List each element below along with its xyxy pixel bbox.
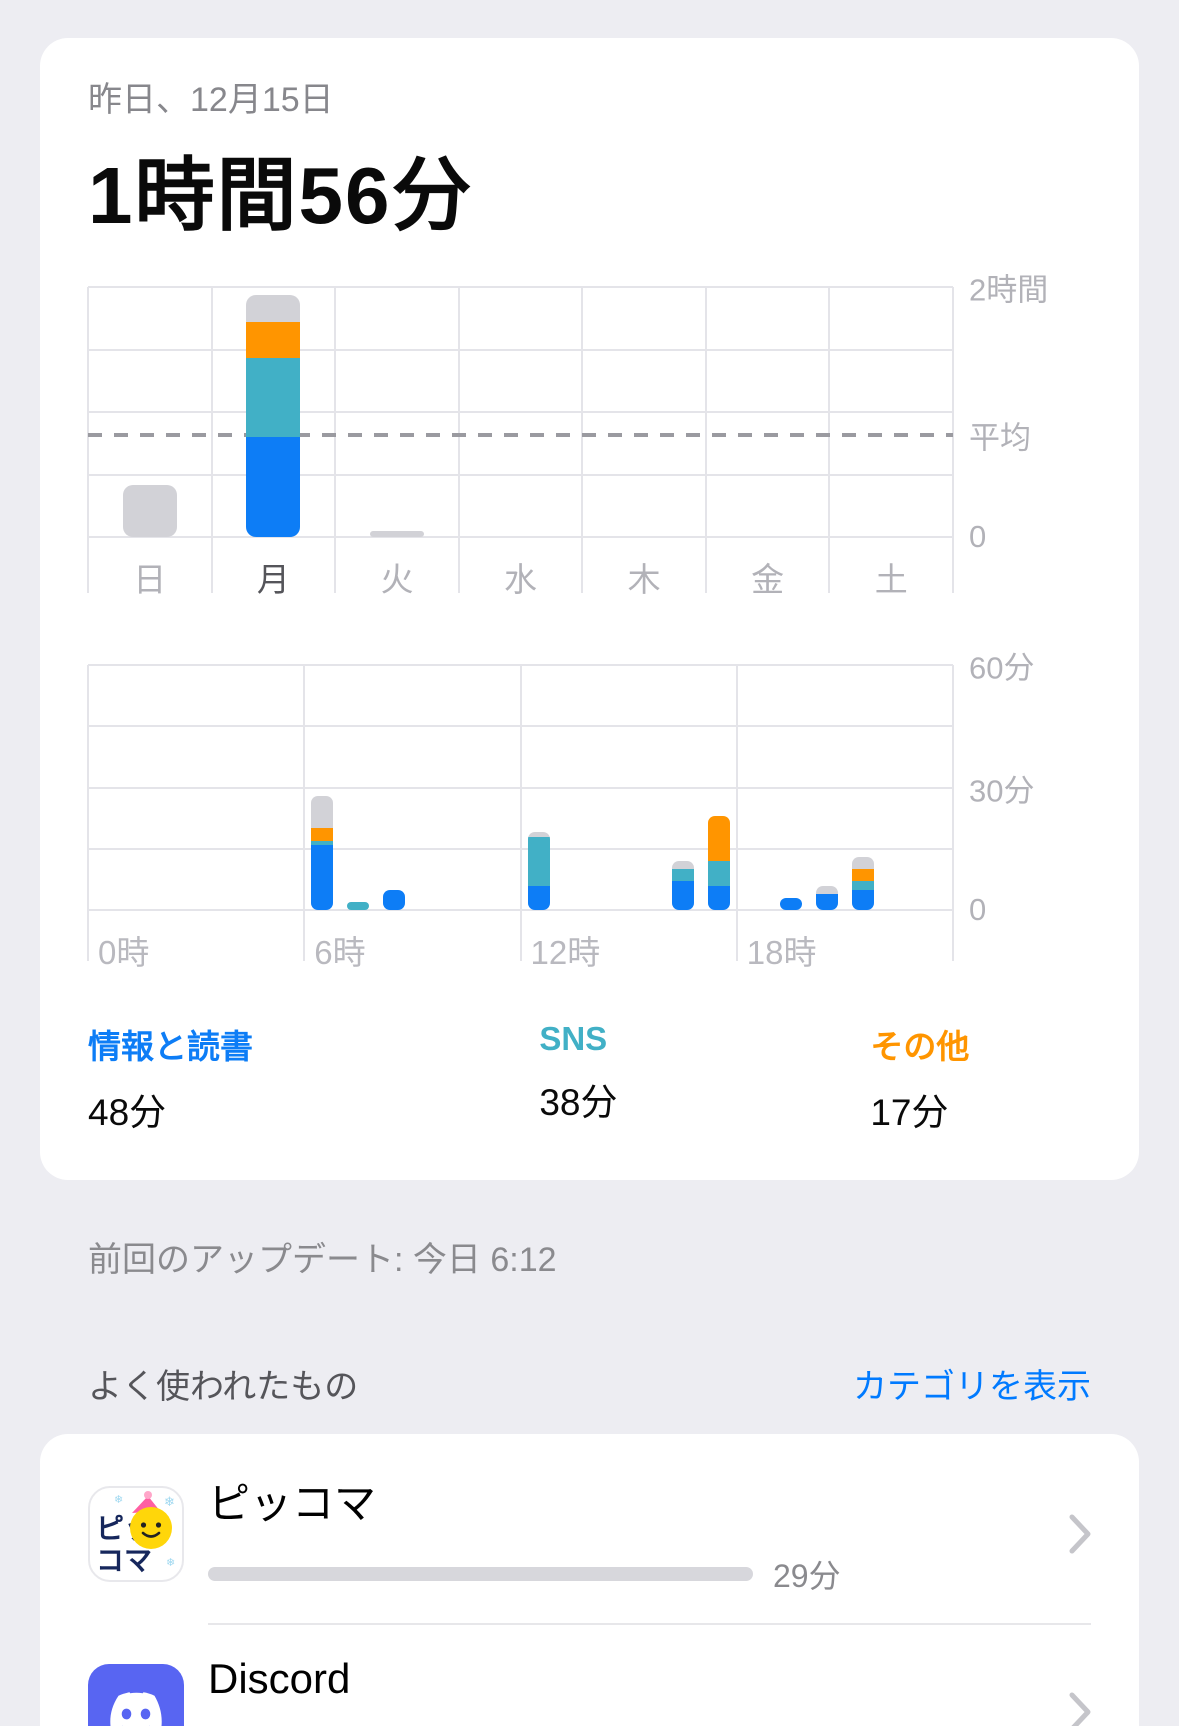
section-title: よく使われたもの xyxy=(88,1368,359,1406)
hourly-plot-area[interactable] xyxy=(87,664,954,961)
most-used-apps-card: ピッ コマ ❄ ❄ ❄ ピッコマ 29分 xyxy=(40,1434,1139,1726)
svg-text:コマ: コマ xyxy=(96,1545,152,1576)
app-name: Discord xyxy=(208,1655,351,1702)
usage-bar[interactable] xyxy=(707,816,730,910)
usage-bar[interactable] xyxy=(671,861,694,910)
app-usage-bar-row: 29分 xyxy=(208,1551,1053,1597)
chevron-right-icon xyxy=(1069,1692,1091,1726)
legend-label: その他 xyxy=(870,1028,970,1065)
legend-value: 17分 xyxy=(870,1092,949,1133)
usage-bar[interactable] xyxy=(369,530,424,537)
hourly-y-axis: 60分 30分 0 xyxy=(953,651,1091,928)
y-axis-30-label: 30分 xyxy=(969,773,1035,808)
piccoma-app-icon: ピッ コマ ❄ ❄ ❄ xyxy=(88,1485,184,1582)
hour-axis-label: 6時 xyxy=(314,934,366,971)
legend-value: 38分 xyxy=(539,1082,618,1123)
usage-bar[interactable] xyxy=(815,885,838,910)
weekly-day-label: 金 xyxy=(751,561,785,598)
legend-label: SNS xyxy=(539,1020,608,1057)
app-info: Discord 21分 xyxy=(208,1655,1053,1726)
hourly-usage-chart[interactable]: 60分 30分 0 0時 6時 12時 18時 xyxy=(87,651,1091,972)
date-label: 昨日、12月15日 xyxy=(88,81,334,119)
hour-axis-label: 12時 xyxy=(530,934,601,971)
legend-item-other: その他 17分 xyxy=(870,1020,1091,1136)
chevron-right-icon xyxy=(1069,1514,1091,1554)
usage-bar[interactable] xyxy=(527,832,550,910)
weekly-day-label: 土 xyxy=(874,561,908,598)
y-axis-zero-label: 0 xyxy=(969,519,987,554)
hour-axis-labels: 0時 6時 12時 18時 xyxy=(88,924,953,972)
row-divider xyxy=(208,1623,1091,1625)
category-legend: 情報と読書 48分 SNS 38分 その他 17分 xyxy=(88,1020,1091,1136)
usage-bar[interactable] xyxy=(383,889,406,910)
average-line xyxy=(88,432,953,437)
app-usage-bar xyxy=(208,1567,753,1581)
svg-text:❄: ❄ xyxy=(164,1494,175,1509)
svg-text:❄: ❄ xyxy=(166,1557,175,1569)
usage-bar[interactable] xyxy=(779,897,802,910)
weekly-day-label: 水 xyxy=(504,561,538,598)
app-name: ピッコマ xyxy=(208,1480,377,1527)
weekly-usage-chart[interactable]: 2時間 平均 0 日 月 火 水 木 金 土 xyxy=(87,273,1091,599)
app-row-discord[interactable]: Discord 21分 xyxy=(88,1625,1091,1726)
weekly-day-label: 木 xyxy=(627,561,661,598)
discord-app-icon xyxy=(88,1664,184,1726)
y-axis-average-label: 平均 xyxy=(969,420,1031,456)
app-row-piccoma[interactable]: ピッ コマ ❄ ❄ ❄ ピッコマ 29分 xyxy=(88,1440,1091,1623)
weekly-day-label: 月 xyxy=(256,561,290,598)
screen-time-screen: 昨日、12月15日 1時間56分 2時間 平均 0 日 月 火 水 木 金 土 xyxy=(0,38,1179,1726)
weekly-y-axis: 2時間 平均 0 xyxy=(953,273,1091,555)
most-used-section-header: よく使われたもの カテゴリを表示 xyxy=(88,1359,1091,1408)
legend-item-reading: 情報と読書 48分 xyxy=(88,1020,539,1136)
total-screen-time: 1時間56分 xyxy=(88,151,474,240)
app-duration: 29分 xyxy=(773,1558,841,1594)
y-axis-max-label: 2時間 xyxy=(969,272,1049,308)
hour-axis-label: 18時 xyxy=(746,934,817,971)
hour-axis-label: 0時 xyxy=(98,934,150,971)
show-categories-link[interactable]: カテゴリを表示 xyxy=(853,1368,1091,1406)
usage-bar[interactable] xyxy=(246,295,301,537)
legend-item-sns: SNS 38分 xyxy=(539,1020,870,1136)
y-axis-60-label: 60分 xyxy=(969,650,1035,686)
legend-label: 情報と読書 xyxy=(88,1028,253,1065)
weekly-day-labels: 日月火水木金土 xyxy=(88,553,953,599)
y-axis-zero-label: 0 xyxy=(969,892,987,927)
usage-bar[interactable] xyxy=(347,901,370,910)
weekly-day-label: 火 xyxy=(380,561,414,598)
usage-bar[interactable] xyxy=(851,856,874,910)
last-update-note: 前回のアップデート: 今日 6:12 xyxy=(88,1241,557,1279)
svg-text:❄: ❄ xyxy=(114,1494,123,1506)
legend-value: 48分 xyxy=(88,1092,167,1133)
usage-bar[interactable] xyxy=(122,484,177,537)
app-info: ピッコマ 29分 xyxy=(208,1470,1053,1597)
weekly-plot-area[interactable] xyxy=(87,286,954,593)
weekly-day-label: 日 xyxy=(133,561,167,598)
usage-summary-card: 昨日、12月15日 1時間56分 2時間 平均 0 日 月 火 水 木 金 土 xyxy=(40,38,1139,1180)
usage-bar[interactable] xyxy=(311,795,334,910)
